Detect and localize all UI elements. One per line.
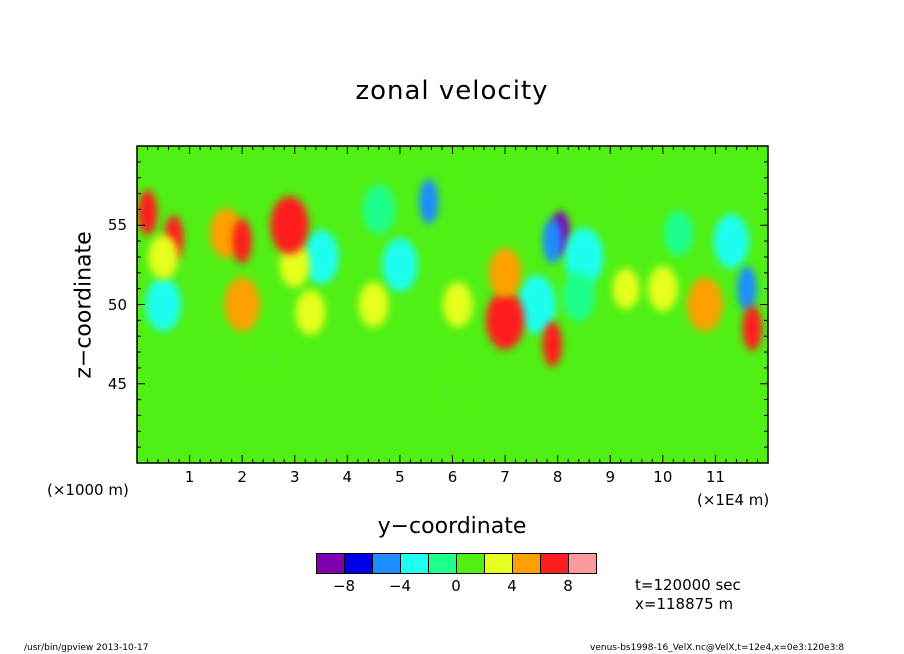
- colorbar-cell: [541, 554, 569, 573]
- contour-feature-10: [737, 266, 757, 312]
- x-tick-label: 2: [237, 468, 247, 486]
- x-tick-label: 1: [184, 468, 195, 486]
- contour-feature-5: [542, 218, 563, 264]
- y-tick-label: 45: [107, 374, 127, 393]
- colorbar-cell: [317, 554, 345, 573]
- contour-feature-21: [358, 281, 389, 328]
- contour-feature-34: [465, 149, 493, 191]
- colorbar-label: −4: [388, 577, 412, 595]
- contour-feature-18: [295, 289, 326, 335]
- contour-feature-0: [419, 179, 439, 224]
- position-info: x=118875 m: [635, 595, 734, 613]
- contour-feature-22: [442, 281, 473, 328]
- x-tick-label: 11: [705, 468, 725, 486]
- colorbar-cell: [457, 554, 485, 573]
- x-unit-left: (×1000 m): [47, 481, 129, 499]
- contour-feature-3: [362, 184, 396, 235]
- colorbar-cell: [485, 554, 513, 573]
- y-tick-label: 50: [107, 295, 127, 314]
- contour-feature-28: [687, 277, 723, 332]
- contour-feature-13: [232, 218, 252, 264]
- contour-feature-2: [303, 230, 339, 284]
- x-tick-label: 3: [289, 468, 300, 486]
- x-tick-label: 4: [342, 468, 353, 486]
- x-tick-label: 10: [653, 468, 673, 486]
- chart-title: zonal velocity: [355, 76, 549, 106]
- x-unit-right: (×1E4 m): [697, 491, 770, 509]
- contour-feature-23: [485, 291, 525, 350]
- x-tick-label: 9: [605, 468, 616, 486]
- contour-feature-11: [145, 277, 182, 332]
- colorbar-label: 4: [507, 577, 517, 595]
- colorbar-cell: [401, 554, 429, 573]
- colorbar-cell: [429, 554, 457, 573]
- contour-feature-27: [612, 268, 640, 310]
- colorbar-cell: [345, 554, 373, 573]
- contour-feature-16: [148, 234, 179, 280]
- y-tick-label: 55: [107, 216, 127, 235]
- contour-feature-14: [137, 190, 158, 235]
- contour-feature-19: [270, 196, 309, 255]
- x-tick-label: 5: [395, 468, 405, 486]
- contour-feature-20: [224, 277, 260, 332]
- x-tick-label: 6: [447, 468, 458, 486]
- colorbar-label: 0: [451, 577, 461, 595]
- contour-feature-7: [517, 275, 556, 334]
- footer-source: venus-bs1998-16_VelX.nc@VelX,t=12e4,x=0e…: [590, 643, 845, 653]
- contour-feature-30: [623, 173, 650, 214]
- contour-feature-25: [542, 321, 563, 367]
- footer-program: /usr/bin/gpview 2013-10-17: [24, 643, 149, 653]
- time-info: t=120000 sec: [635, 576, 741, 594]
- colorbar-label: 8: [563, 577, 573, 595]
- contour-feature-24: [488, 248, 522, 298]
- x-tick-label: 8: [552, 468, 563, 486]
- contour-feature-33: [255, 339, 282, 381]
- colorbar-cell: [513, 554, 541, 573]
- y-axis-label: z−coordinate: [71, 231, 97, 379]
- contour-feature-32: [439, 371, 466, 413]
- colorbar-cell: [569, 554, 596, 573]
- contour-feature-6: [564, 227, 604, 287]
- contour-feature-26: [647, 266, 678, 312]
- contour-feature-8: [562, 271, 596, 322]
- contour-feature-1: [382, 237, 418, 292]
- contour-features: [137, 149, 762, 413]
- colorbar-label: −8: [332, 577, 356, 595]
- axis-ticks: [137, 146, 769, 463]
- colorbar: [316, 553, 597, 574]
- contour-feature-9: [713, 214, 749, 269]
- contour-feature-29: [742, 305, 762, 351]
- x-axis-label: y−coordinate: [377, 514, 527, 539]
- x-tick-label: 7: [500, 468, 510, 486]
- contour-feature-31: [663, 210, 694, 256]
- colorbar-cell: [373, 554, 401, 573]
